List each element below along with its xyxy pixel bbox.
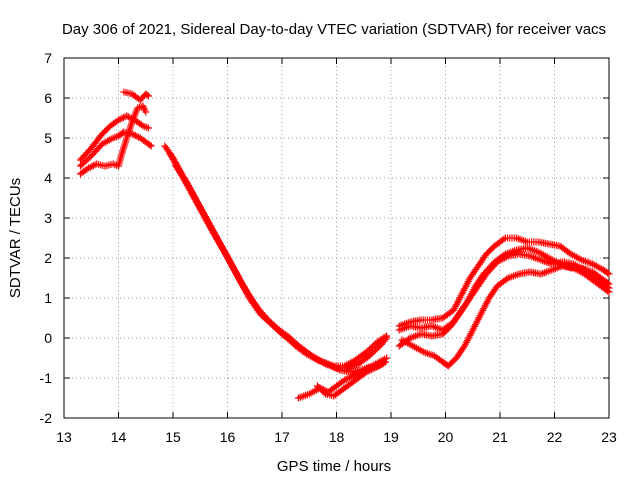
series-markers (76, 112, 152, 164)
y-axis-label: SDTVAR / TECUs (7, 178, 24, 298)
x-tick-label: 14 (111, 429, 127, 445)
x-tick-label: 22 (547, 429, 563, 445)
y-tick-label: 6 (44, 90, 52, 106)
x-tick-label: 16 (220, 429, 236, 445)
y-tick-label: 2 (44, 250, 52, 266)
x-tick-label: 18 (329, 429, 345, 445)
y-tick-label: -2 (40, 410, 53, 426)
series-track-l (395, 244, 613, 350)
series-track-j (395, 234, 613, 330)
series-markers (395, 234, 613, 330)
y-tick-label: 1 (44, 290, 52, 306)
y-tick-label: 4 (44, 170, 52, 186)
grid (64, 58, 609, 418)
series-track-i (313, 360, 387, 400)
series-markers (398, 262, 613, 370)
x-tick-label: 15 (165, 429, 181, 445)
series-track-c (76, 112, 152, 164)
axis-ticks (63, 57, 610, 419)
y-tick-label: 5 (44, 130, 52, 146)
x-tick-label: 23 (601, 429, 617, 445)
y-tick-label: 3 (44, 210, 52, 226)
x-tick-label: 17 (274, 429, 290, 445)
y-tick-label: -1 (40, 370, 53, 386)
x-axis-label: GPS time / hours (277, 458, 391, 475)
x-tick-label: 21 (492, 429, 508, 445)
series-markers (313, 360, 387, 400)
series-markers (76, 128, 155, 170)
y-tick-label: 7 (44, 50, 52, 66)
chart-title: Day 306 of 2021, Sidereal Day-to-day VTE… (62, 21, 606, 38)
y-tick-labels: -2 -1 0 1 2 3 4 5 6 7 (40, 50, 53, 426)
x-tick-label: 13 (56, 429, 72, 445)
series-markers (120, 88, 152, 104)
series-track-b (76, 128, 155, 170)
x-tick-label: 20 (438, 429, 454, 445)
data-points (76, 88, 613, 402)
series-markers (395, 244, 613, 350)
x-tick-label: 19 (383, 429, 399, 445)
y-tick-label: 0 (44, 330, 52, 346)
x-tick-labels: 13 14 15 16 17 18 19 20 21 22 23 (56, 429, 617, 445)
series-track-d (120, 88, 152, 104)
series-track-m (398, 262, 613, 370)
